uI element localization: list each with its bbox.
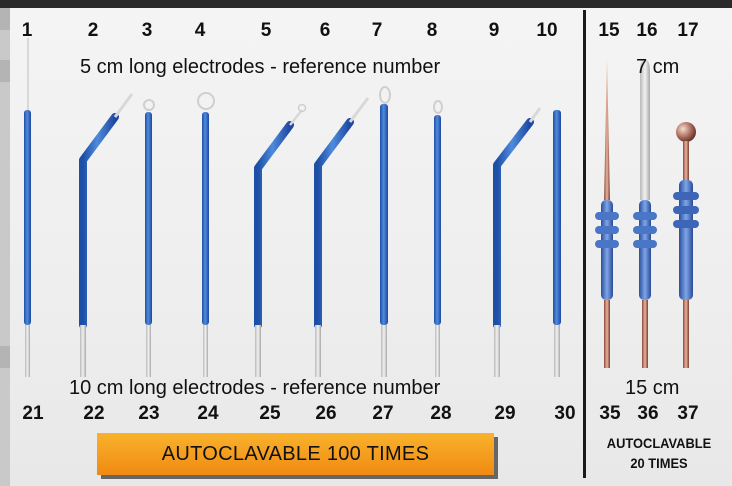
ref-number-bottom: 27 xyxy=(372,403,394,424)
ref-number-top: 5 xyxy=(260,20,272,41)
autoclavable-100-badge: AUTOCLAVABLE 100 TIMES xyxy=(97,433,494,475)
section-divider xyxy=(583,10,586,478)
ref-number-top: 17 xyxy=(677,20,699,41)
electrode-5-angled-loop xyxy=(254,103,307,377)
ref-number-bottom: 37 xyxy=(677,403,699,424)
ref-number-top: 8 xyxy=(426,20,438,41)
electrode-16-blade xyxy=(633,59,657,368)
strip-tab xyxy=(0,60,10,82)
ref-number-top: 15 xyxy=(598,20,620,41)
ref-number-top: 7 xyxy=(371,20,383,41)
ref-number-top: 10 xyxy=(536,20,558,41)
ref-number-bottom: 25 xyxy=(259,403,281,424)
electrode-1-straight xyxy=(24,38,31,377)
ref-number-top: 16 xyxy=(636,20,658,41)
electrode-4-large-loop xyxy=(197,92,215,377)
electrode-3-loop xyxy=(143,99,155,377)
ref-number-top: 1 xyxy=(21,20,33,41)
ref-number-bottom: 29 xyxy=(494,403,516,424)
ref-number-top: 9 xyxy=(488,20,500,41)
top-length-caption: 7 cm xyxy=(636,56,680,78)
electrode-15-needle xyxy=(595,60,619,368)
electrode-2-angled-blade xyxy=(79,93,134,377)
electrode-10-straight xyxy=(553,110,561,377)
strip-tab xyxy=(0,8,10,30)
top-caption: 5 cm long electrodes - reference number xyxy=(80,56,441,78)
ref-number-bottom: 28 xyxy=(430,403,452,424)
ref-number-bottom: 35 xyxy=(599,403,621,424)
left-edge-strip xyxy=(0,8,10,486)
electrode-7-tall-loop xyxy=(379,86,391,377)
ref-number-top: 2 xyxy=(87,20,99,41)
ref-number-bottom: 24 xyxy=(197,403,219,424)
ref-number-bottom: 23 xyxy=(138,403,160,424)
ref-number-top: 4 xyxy=(194,20,206,41)
ref-number-bottom: 36 xyxy=(637,403,659,424)
strip-tab xyxy=(0,346,10,368)
autoclavable-20-line1: AUTOCLAVABLE xyxy=(606,435,712,451)
ref-number-top: 3 xyxy=(141,20,153,41)
ref-number-bottom: 30 xyxy=(554,403,576,424)
autoclavable-20-note: AUTOCLAVABLE 20 TIMES xyxy=(592,433,726,473)
bottom-length-caption: 15 cm xyxy=(625,377,680,399)
ref-number-top: 6 xyxy=(319,20,331,41)
bottom-caption: 10 cm long electrodes - reference number xyxy=(69,377,441,399)
ref-number-bottom: 26 xyxy=(315,403,337,424)
autoclavable-20-line2: 20 TIMES xyxy=(630,455,688,471)
electrode-9-angled-blade xyxy=(493,107,542,377)
electrode-17-ball xyxy=(673,122,699,368)
ref-number-bottom: 22 xyxy=(83,403,105,424)
electrode-8-small-loop xyxy=(433,100,443,377)
ref-number-bottom: 21 xyxy=(22,403,44,424)
top-bar xyxy=(0,0,732,8)
electrode-6-angled-blade xyxy=(314,97,370,377)
